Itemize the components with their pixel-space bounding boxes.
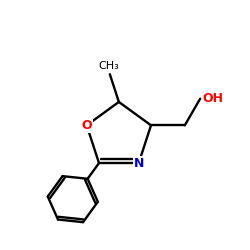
- Text: N: N: [134, 156, 144, 170]
- Text: OH: OH: [203, 92, 224, 105]
- Text: CH₃: CH₃: [98, 60, 119, 70]
- Text: O: O: [82, 119, 92, 132]
